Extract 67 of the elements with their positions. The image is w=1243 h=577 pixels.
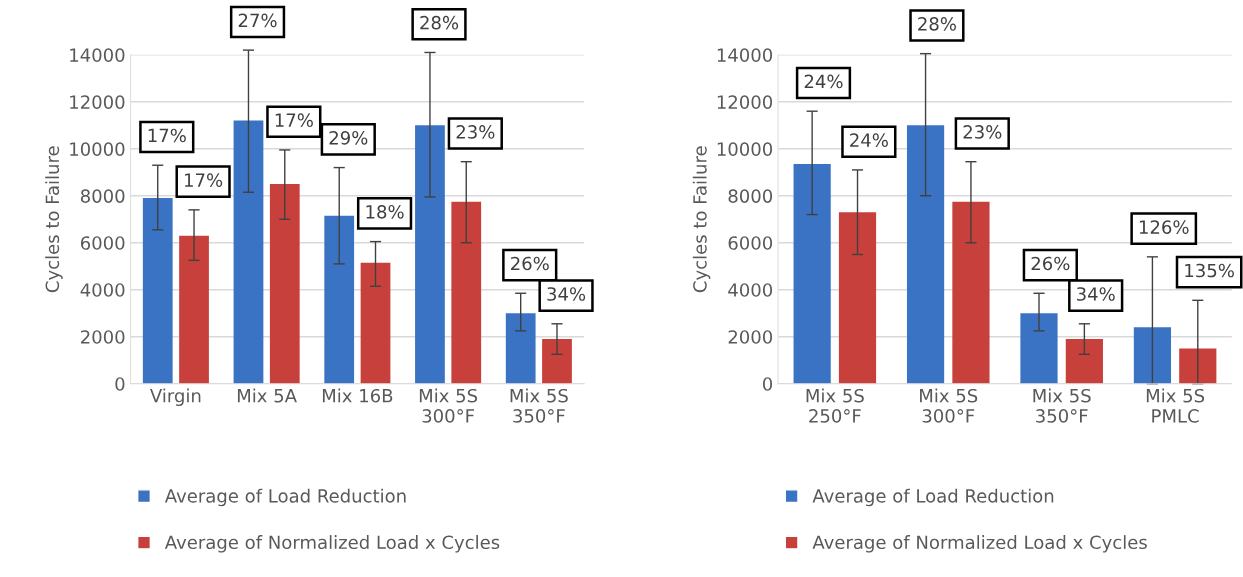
text: 28% [918, 17, 956, 31]
y-tick-label: 14000 [717, 48, 773, 62]
bar [360, 262, 391, 384]
annotation: 24% [804, 74, 843, 89]
bar [324, 215, 355, 384]
y-axis-title: Cycles to Failure [692, 146, 711, 293]
y-tick-label: 0 [762, 377, 773, 391]
bar [906, 125, 945, 384]
x-tick-label: Mix 5A [237, 388, 297, 403]
x-tick-label: Mix 5S 300°F [419, 388, 478, 423]
annotation: 29% [329, 130, 368, 145]
annotation: 126% [1139, 220, 1189, 234]
bar [793, 164, 831, 384]
y-tick-label: 4000 [728, 283, 773, 297]
text: 27% [238, 13, 277, 28]
x-tick-label: Virgin [150, 388, 201, 407]
y-tick-label: 12000 [70, 95, 125, 109]
y-tick-label: 0 [115, 377, 125, 391]
text: 28% [420, 15, 459, 30]
bar [1020, 313, 1058, 384]
bar [505, 313, 536, 384]
y-tick-label: 6000 [728, 236, 773, 250]
legend-label: Average of Load Reduction [812, 488, 1054, 507]
legend-label: Average of Normalized Load x Cycles [812, 535, 1147, 553]
y-tick-label: 12000 [717, 95, 773, 109]
y-tick-label: 8000 [728, 189, 773, 203]
bar [233, 120, 264, 384]
annotation: 26% [511, 256, 549, 271]
y-tick-label: 6000 [80, 236, 125, 250]
x-tick-label: Mix 5S 300°F [920, 388, 978, 423]
annotation: 23% [456, 125, 495, 139]
y-tick-label: 10000 [717, 142, 773, 156]
legend-label: Average of Load Reduction [164, 488, 406, 507]
bar [451, 201, 482, 384]
y-axis-title: Cycles to Failure [45, 146, 63, 293]
annotation: 135% [1185, 263, 1234, 278]
annotation: 17% [185, 173, 223, 187]
bar [952, 201, 990, 384]
y-tick-label: 10000 [70, 142, 125, 156]
bar [415, 125, 445, 384]
x-tick-label: Mix 5S PMLC [1146, 388, 1205, 423]
y-tick-label: 2000 [81, 330, 125, 344]
x-tick-label: Mix 5S 250°F [806, 388, 864, 423]
annotation: 26% [1031, 256, 1070, 271]
y-tick-label: 14000 [70, 48, 125, 62]
x-tick-label: Mix 5S 350°F [1033, 388, 1091, 423]
annotation: 17% [148, 128, 186, 143]
annotation: 23% [963, 125, 1002, 139]
annotation: 24% [850, 133, 888, 147]
bar [542, 339, 572, 384]
annotation: 18% [366, 204, 404, 219]
bar [142, 198, 173, 384]
annotation: 34% [1077, 287, 1115, 301]
x-tick-label: Mix 16B [322, 388, 393, 403]
bar [1133, 327, 1172, 384]
annotation: 17% [275, 113, 313, 128]
x-tick-label: Mix 5S 350°F [510, 388, 568, 423]
y-tick-label: 4000 [80, 283, 125, 297]
annotation: 34% [547, 287, 586, 301]
y-tick-label: 8000 [80, 189, 125, 203]
bar [838, 212, 877, 384]
legend-label: Average of Normalized Load x Cycles [164, 535, 500, 553]
bar [269, 184, 300, 384]
bar [1179, 348, 1217, 384]
y-tick-label: 2000 [728, 330, 773, 344]
bar [1065, 339, 1103, 384]
bar [179, 235, 209, 384]
